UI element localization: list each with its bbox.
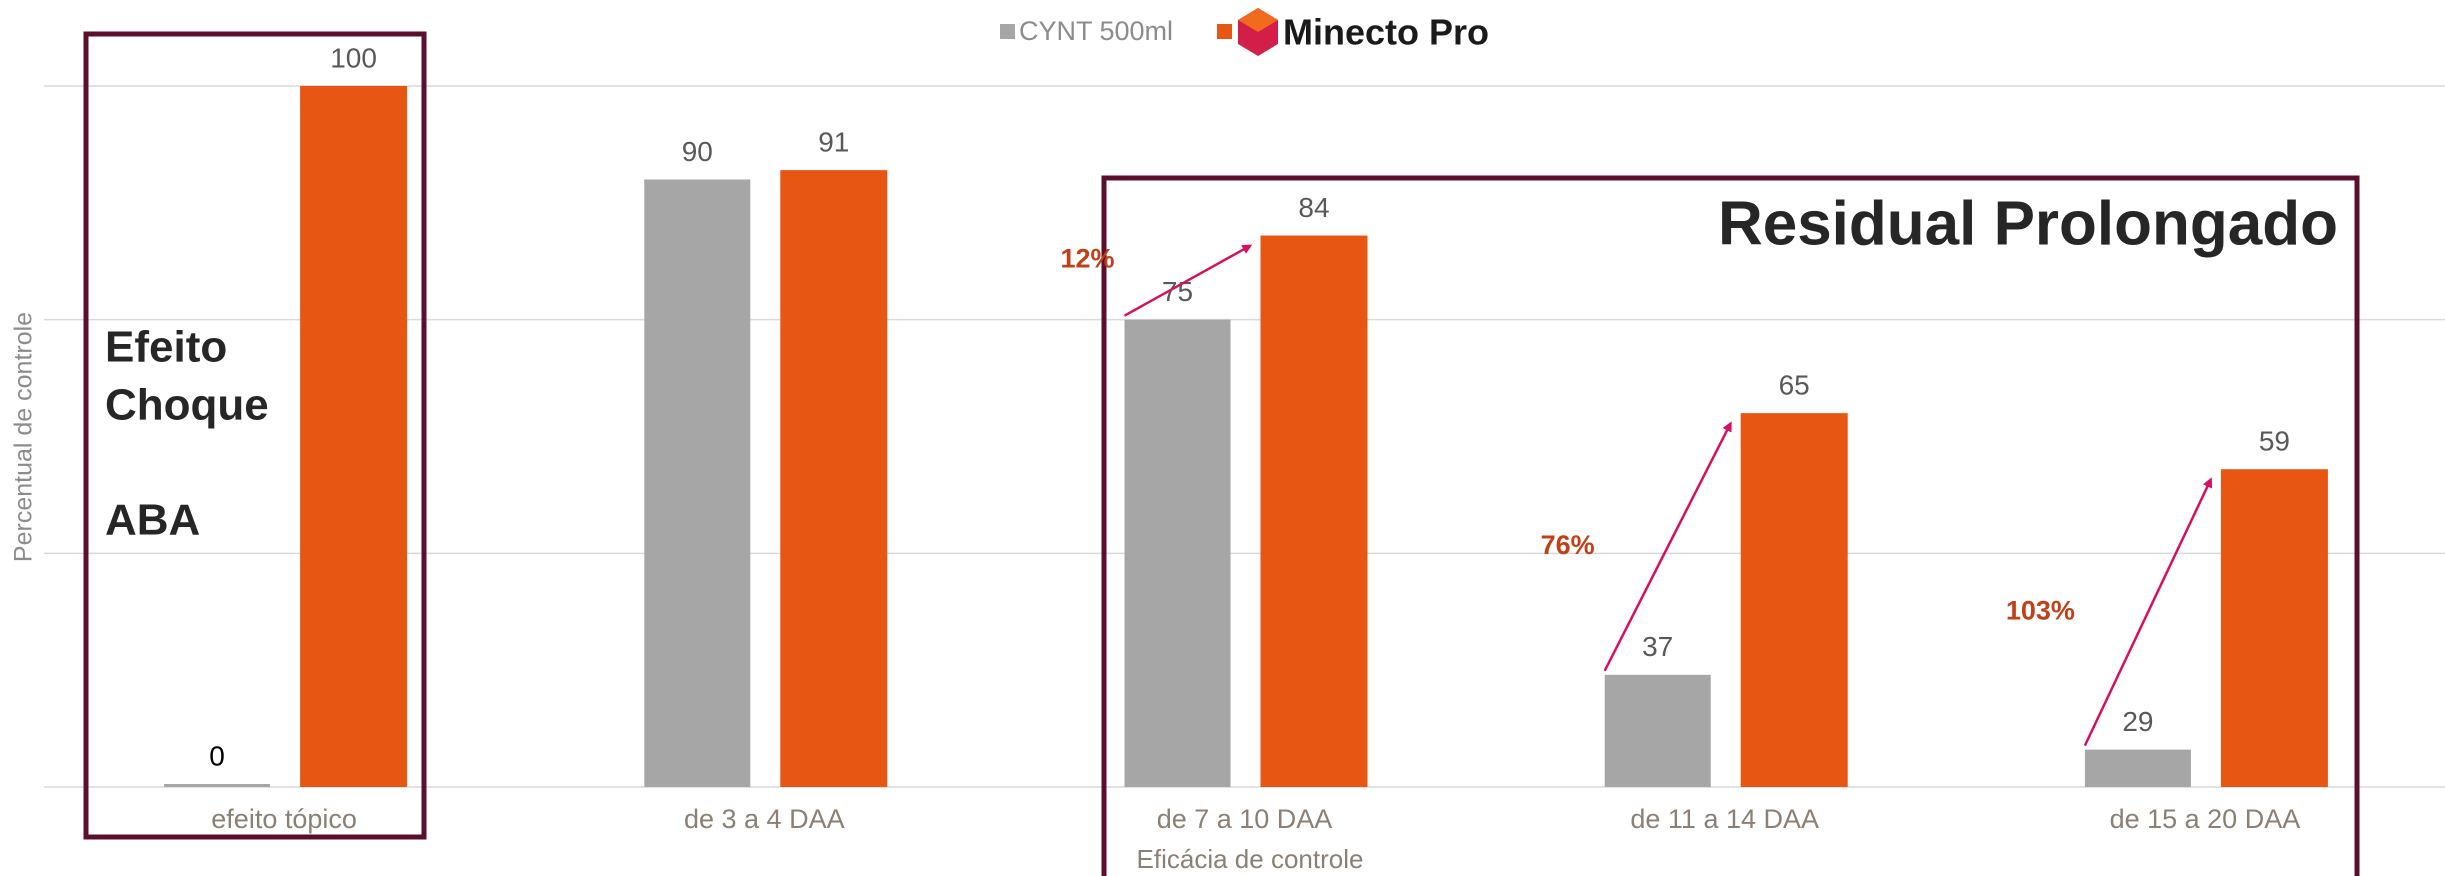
annotation: Efeito [105, 323, 227, 372]
legend-label: CYNT 500ml [1019, 16, 1173, 46]
legend: CYNT 500ml Minecto Pro [1000, 8, 1489, 56]
bar [1604, 674, 1711, 787]
bar [2220, 469, 2328, 787]
highlight-box [1101, 175, 2360, 876]
arrows: 12% 76% 103% [1060, 244, 2213, 747]
highlight-box [83, 31, 427, 840]
x-tick-label: de 3 a 4 DAA [684, 804, 845, 834]
logo-icon [1238, 8, 1278, 32]
data-label: 100 [330, 42, 377, 73]
bar [2084, 749, 2191, 787]
arrow [2083, 477, 2213, 747]
bars: efeito tópico 0 100 de 3 a 4 DAA 90 91 de 7 a … [164, 42, 2328, 834]
arrow [1123, 244, 1253, 317]
data-label: 29 [2122, 706, 2153, 737]
grid [44, 85, 2445, 788]
bar [644, 179, 751, 787]
data-label: 90 [682, 136, 713, 167]
bar [1740, 413, 1848, 787]
x-tick-label: de 15 a 20 DAA [2110, 804, 2301, 834]
data-label: 91 [818, 127, 849, 158]
bar [300, 86, 408, 787]
x-tick-label: efeito tópico [211, 804, 357, 834]
x-tick-label: de 7 a 10 DAA [1157, 804, 1333, 834]
annotation: 103% [2006, 596, 2075, 626]
x-tick-label: de 11 a 14 DAA [1630, 804, 1819, 834]
arrow [1603, 421, 1732, 672]
legend-swatch [1000, 24, 1015, 39]
annotation: 76% [1541, 530, 1595, 560]
annotation: 12% [1060, 244, 1114, 274]
data-label: 0 [209, 740, 225, 771]
annotation: Residual Prolongado [1718, 189, 2338, 258]
x-axis-label: Eficácia de controle [1137, 844, 1364, 874]
legend-swatch [1217, 24, 1232, 39]
bar [780, 170, 888, 787]
data-label: 37 [1642, 631, 1673, 662]
y-axis-label: Percentual de controle [10, 312, 38, 562]
annotation: ABA [105, 496, 200, 545]
data-label: 59 [2259, 426, 2290, 457]
bar [164, 784, 271, 787]
bar [1260, 235, 1368, 788]
data-label: 65 [1779, 370, 1810, 401]
bar [1124, 319, 1231, 787]
annotation: Choque [105, 381, 269, 430]
legend-label: Minecto Pro [1283, 12, 1489, 53]
data-label: 84 [1298, 192, 1329, 223]
